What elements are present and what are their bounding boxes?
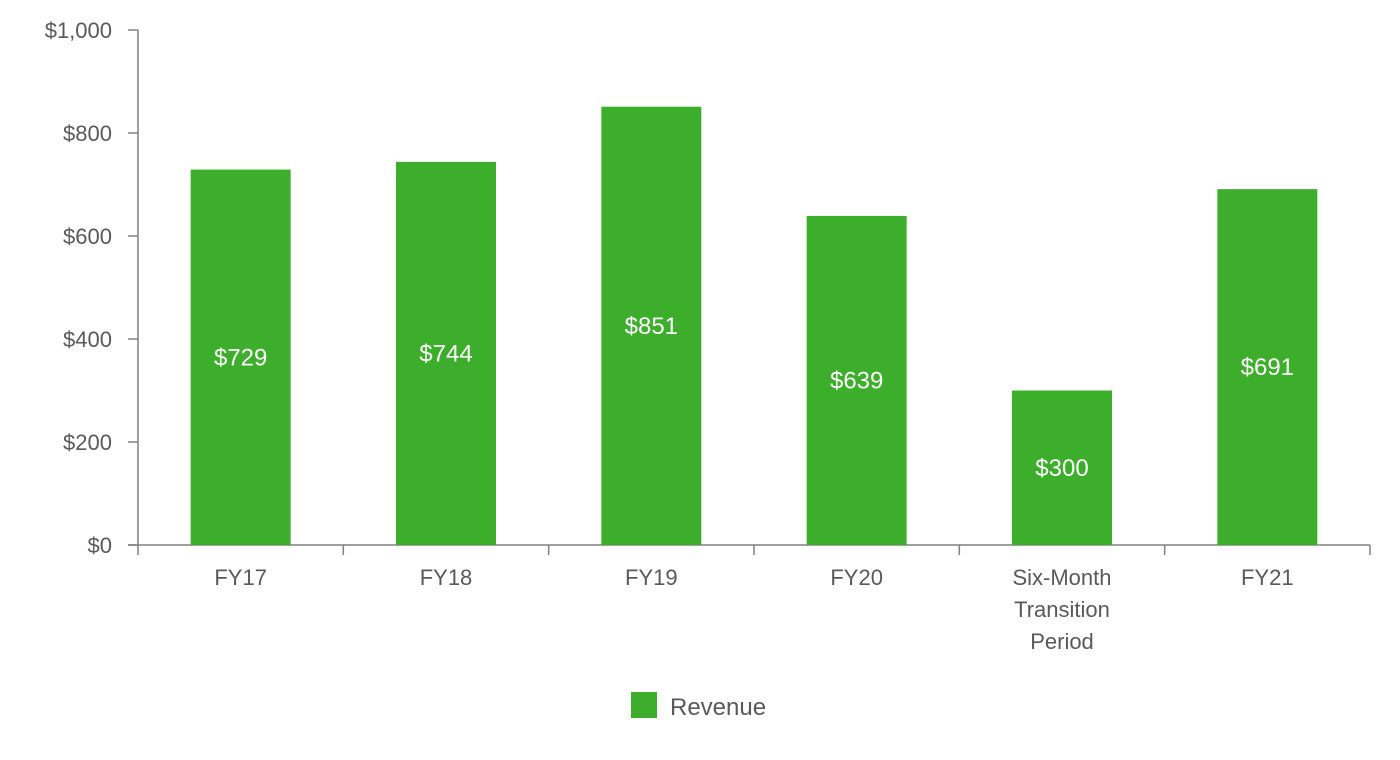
- y-tick-label: $1,000: [45, 18, 112, 43]
- x-tick-label: FY20: [830, 565, 883, 590]
- y-tick-label: $400: [63, 327, 112, 352]
- y-tick-label: $0: [88, 533, 112, 558]
- legend-swatch-revenue: [631, 692, 657, 718]
- bar-six-month-transition-period: [1012, 390, 1112, 545]
- y-tick-label: $600: [63, 224, 112, 249]
- axes: $0 $200 $400 $600 $800 $1,000 FY17 FY18 FY19 FY20…: [45, 18, 1371, 654]
- x-tick-label: FY18: [420, 565, 473, 590]
- data-label: $851: [625, 313, 678, 340]
- data-label: $691: [1241, 354, 1294, 381]
- data-label: $300: [1035, 455, 1088, 482]
- bar-fy17: [190, 169, 291, 545]
- data-label: $639: [830, 367, 883, 394]
- bar-fy19: [601, 106, 702, 546]
- y-tick-label: $200: [63, 430, 112, 455]
- x-tick-label: FY21: [1241, 565, 1294, 590]
- x-tick-label: FY17: [214, 565, 267, 590]
- bar-fy21: [1217, 189, 1318, 545]
- legend: Revenue: [631, 692, 766, 721]
- bar-fy20: [806, 215, 907, 546]
- bars: $729 $744 $851 $639 $300 $691: [190, 106, 1318, 546]
- x-tick-label: FY19: [625, 565, 678, 590]
- legend-label-revenue: Revenue: [670, 694, 766, 721]
- y-tick-label: $800: [63, 121, 112, 146]
- x-tick-label: Six-Month Transition Period: [1012, 565, 1111, 654]
- data-label: $744: [419, 340, 472, 367]
- data-label: $729: [214, 344, 267, 371]
- bar-fy18: [396, 161, 496, 545]
